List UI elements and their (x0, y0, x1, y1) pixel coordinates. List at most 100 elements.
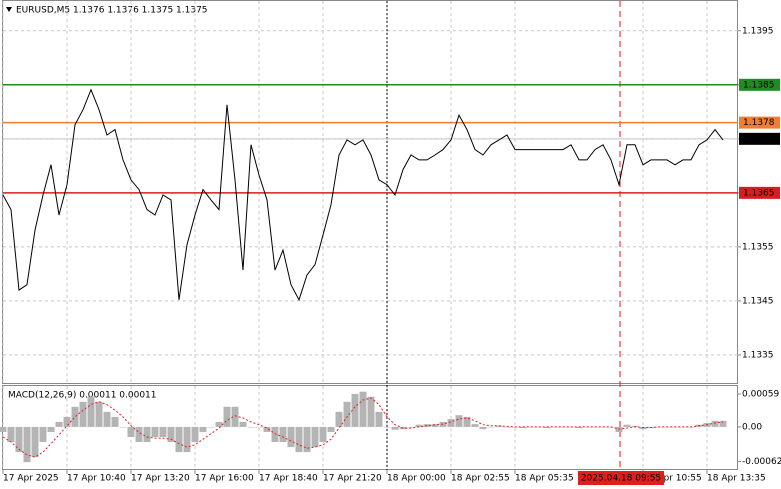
macd-bar (215, 421, 223, 427)
macd-bar (55, 421, 63, 427)
macd-y-tick-label: -0.00062 (742, 457, 781, 467)
macd-bar (503, 426, 511, 428)
macd-bar (375, 411, 383, 427)
macd-bar (23, 426, 31, 463)
macd-bar (63, 416, 71, 427)
cursor-label-box (578, 471, 664, 485)
y-tick-label: 1.1345 (742, 296, 774, 306)
level-box (739, 78, 780, 91)
x-tick-label: 17 Apr 13:20 (131, 474, 190, 484)
macd-title: MACD(12,26,9) 0.00011 0.00011 (8, 391, 157, 401)
level-label: 1.1365 (743, 188, 775, 198)
macd-bar (295, 426, 303, 453)
macd-bar (415, 424, 423, 427)
macd-bar (335, 411, 343, 427)
macd-y-tick-label: 0.00059 (742, 389, 779, 399)
price-title: EURUSD,M5 1.1376 1.1376 1.1375 1.1375 (16, 6, 208, 16)
macd-bar (279, 426, 287, 443)
macd-bar (311, 426, 319, 448)
x-tick-label: 17 Apr 18:40 (259, 474, 318, 484)
macd-bar (463, 416, 471, 427)
macd-bar (711, 420, 719, 427)
macd-bar (639, 426, 647, 430)
macd-bar (319, 426, 327, 443)
macd-bar (343, 401, 351, 427)
price-panel-frame (2, 0, 738, 384)
y-tick-label: 1.1355 (742, 242, 774, 252)
macd-bar (119, 426, 127, 428)
macd-bar (575, 426, 583, 429)
macd-bar (223, 406, 231, 427)
y-tick-label: 1.1335 (742, 350, 774, 360)
macd-bar (447, 419, 455, 427)
macd-y-tick-label: 0.00 (742, 422, 762, 432)
x-tick-label: 18 Apr 02:55 (451, 474, 510, 484)
macd-bar (351, 393, 359, 427)
x-tick-label: 18 Apr 13:35 (707, 474, 766, 484)
macd-bar (407, 426, 415, 428)
macd-bar (183, 426, 191, 453)
x-tick-label: 17 Apr 21:20 (323, 474, 382, 484)
macd-bar (175, 426, 183, 453)
x-tick-label: 18 Apr 05:35 (515, 474, 574, 484)
macd-bar (111, 416, 119, 427)
x-tick-label: 18 Apr 10:55 (643, 474, 702, 484)
macd-bar (143, 426, 151, 443)
macd-bar (159, 426, 167, 438)
macd-bar (271, 426, 279, 443)
macd-bar (0, 426, 7, 432)
macd-bar (543, 426, 551, 429)
macd-bar (207, 426, 215, 428)
macd-bar (103, 411, 111, 427)
x-tick-label: 17 Apr 16:00 (195, 474, 254, 484)
macd-bar (39, 426, 47, 443)
macd-bar (359, 391, 367, 427)
macd-bar (231, 406, 239, 427)
x-tick-label: 17 Apr 2025 (3, 474, 59, 484)
level-box (739, 186, 780, 199)
macd-bar (631, 425, 639, 427)
macd-bar (623, 424, 631, 427)
macd-bar (79, 401, 87, 427)
macd-bar (191, 426, 199, 443)
macd-bar (7, 426, 15, 443)
macd-bar (151, 426, 159, 438)
macd-bar (327, 426, 335, 432)
price-line (2, 88, 724, 302)
y-tick-label: 1.1395 (742, 26, 774, 36)
macd-bar (135, 426, 143, 443)
macd-bar (87, 396, 95, 427)
x-tick-label: 17 Apr 10:40 (67, 474, 126, 484)
macd-bar (255, 426, 263, 428)
macd-bar (383, 426, 391, 428)
macd-bar (95, 401, 103, 427)
level-box (739, 116, 780, 129)
macd-bar (167, 426, 175, 443)
macd-bar (487, 426, 495, 428)
macd-bar (15, 426, 23, 453)
title-arrow (6, 7, 12, 12)
macd-bar (495, 425, 503, 427)
x-tick-label: 18 Apr 00:00 (387, 474, 446, 484)
level-label: 1.1378 (743, 118, 775, 128)
macd-bar (47, 426, 55, 432)
macd-bar (431, 424, 439, 427)
macd-bar (239, 421, 247, 427)
macd-bar (31, 426, 39, 458)
cursor-label: 2025.04.18 09:55 (581, 474, 661, 484)
last-price-label: 1.1375 (743, 134, 775, 144)
macd-signal (2, 397, 724, 458)
macd-bar (455, 415, 463, 427)
macd-bar (367, 396, 375, 427)
macd-bar (391, 426, 399, 430)
macd-bar (471, 424, 479, 427)
macd-bar (247, 426, 255, 428)
macd-bar (263, 426, 271, 432)
macd-bar (199, 426, 207, 432)
macd-bar (719, 420, 727, 427)
macd-bar (127, 426, 135, 438)
macd-bar (303, 426, 311, 453)
level-label: 1.1385 (743, 80, 775, 90)
macd-bar (519, 426, 527, 429)
